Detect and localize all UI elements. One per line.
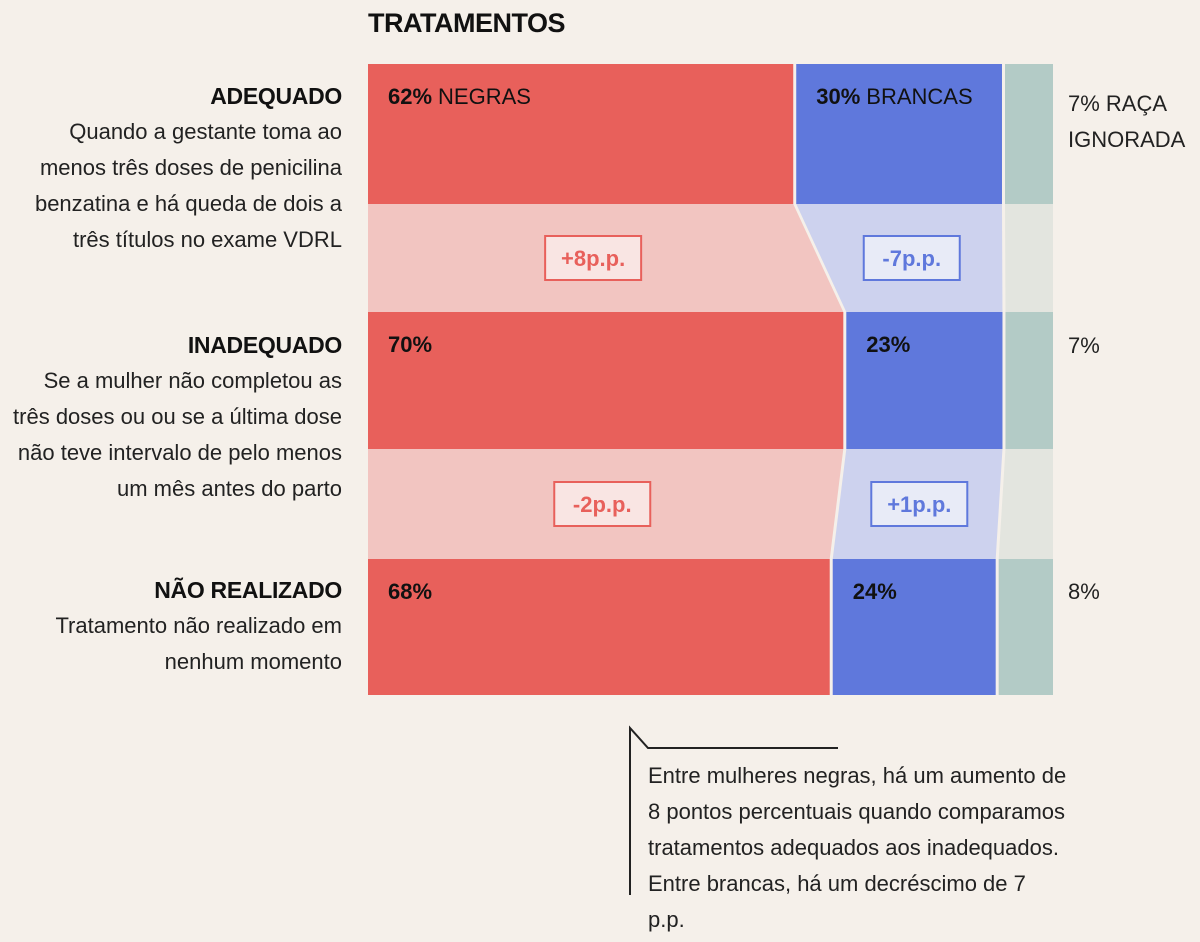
svg-text:-2p.p.: -2p.p. (573, 492, 632, 517)
difference-badge-negras-1: +8p.p. (544, 235, 643, 281)
bar-brancas-row2 (846, 312, 1003, 449)
ignorada-label-row3: 8% (1068, 579, 1100, 604)
category-name: NÃO REALIZADO (154, 577, 342, 603)
band-ignorada-1 (1004, 204, 1053, 312)
category-description: Quando a gestante toma ao menos três dos… (34, 119, 342, 252)
value-label-brancas-row2: 23% (866, 332, 910, 357)
annotation-leader-line (629, 725, 838, 895)
category-name: ADEQUADO (210, 83, 342, 109)
difference-badge-brancas-1: -7p.p. (862, 235, 961, 281)
ignorada-value-line2: IGNORADA (1068, 127, 1186, 152)
band-ignorada-2 (998, 449, 1053, 559)
difference-badge-brancas-2: +1p.p. (870, 481, 969, 527)
bar-brancas-row1 (796, 64, 1002, 204)
bar-negras-row2 (368, 312, 844, 449)
category-name: INADEQUADO (187, 332, 342, 358)
difference-badge-negras-2: -2p.p. (553, 481, 652, 527)
ignorada-label-row2: 7% (1068, 333, 1100, 358)
category-description: Se a mulher não completou as três doses … (13, 368, 342, 501)
category-inadequado: INADEQUADO Se a mulher não completou as … (2, 327, 342, 507)
category-description: Tratamento não realizado em nenhum momen… (55, 613, 342, 674)
bar-brancas-row3 (832, 559, 996, 695)
value-label-negras-row3: 68% (388, 579, 432, 604)
bar-ignorada-row2 (1005, 312, 1053, 449)
bar-negras-row3 (368, 559, 830, 695)
svg-text:+8p.p.: +8p.p. (561, 246, 625, 271)
ignorada-value-line1: 7% RAÇA (1068, 91, 1168, 116)
value-label-brancas-row1: 30% BRANCAS (816, 84, 972, 109)
value-label-negras-row1: 62% NEGRAS (388, 84, 531, 109)
category-nao-realizado: NÃO REALIZADO Tratamento não realizado e… (2, 572, 342, 680)
annotation-note: Entre mulheres negras, há um aumento de … (648, 763, 1067, 932)
category-adequado: ADEQUADO Quando a gestante toma ao menos… (2, 78, 342, 258)
bar-negras-row1 (368, 64, 794, 204)
value-label-brancas-row3: 24% (853, 579, 897, 604)
bar-ignorada-row3 (998, 559, 1053, 695)
value-label-negras-row2: 70% (388, 332, 432, 357)
svg-text:-7p.p.: -7p.p. (882, 246, 941, 271)
bar-ignorada-row1 (1004, 64, 1053, 204)
svg-text:+1p.p.: +1p.p. (887, 492, 951, 517)
ignorada-label-row1: 7% RAÇA IGNORADA (1068, 86, 1185, 158)
chart-title: TRATAMENTOS (368, 8, 566, 38)
